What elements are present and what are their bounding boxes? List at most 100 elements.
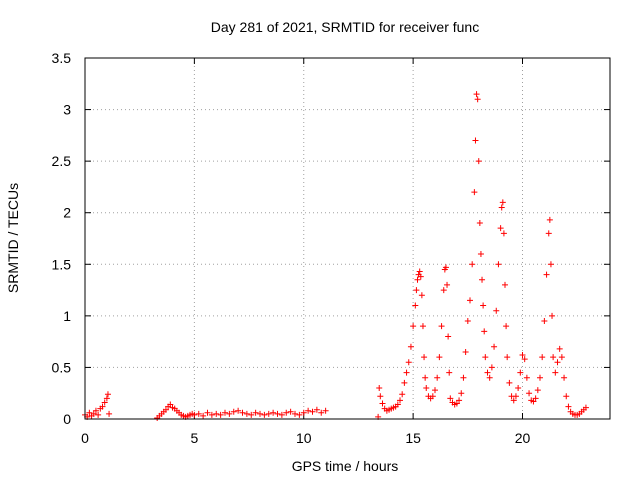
data-point bbox=[92, 407, 99, 414]
data-point bbox=[491, 343, 498, 350]
data-point bbox=[534, 387, 541, 394]
data-point bbox=[436, 354, 443, 361]
data-point bbox=[191, 411, 198, 418]
data-point bbox=[261, 411, 268, 418]
data-points bbox=[82, 91, 589, 421]
data-point bbox=[412, 302, 419, 309]
data-point bbox=[103, 395, 110, 402]
data-point bbox=[469, 261, 476, 268]
data-point bbox=[204, 409, 211, 416]
data-point bbox=[270, 409, 277, 416]
data-point bbox=[526, 390, 533, 397]
data-point bbox=[563, 393, 570, 400]
data-point bbox=[462, 348, 469, 355]
data-point bbox=[257, 410, 263, 417]
data-point bbox=[318, 409, 325, 416]
data-point bbox=[488, 364, 495, 371]
data-point bbox=[532, 395, 539, 402]
y-tick-label: 1 bbox=[63, 308, 71, 324]
data-point bbox=[546, 216, 553, 223]
data-point bbox=[471, 189, 478, 196]
data-point bbox=[167, 401, 174, 408]
data-point bbox=[300, 409, 307, 416]
data-point bbox=[278, 411, 285, 418]
data-point bbox=[438, 323, 445, 330]
y-tick-label: 2.5 bbox=[52, 153, 72, 169]
data-point bbox=[497, 225, 504, 232]
data-point bbox=[480, 302, 487, 309]
data-point bbox=[445, 333, 452, 340]
data-point bbox=[472, 137, 479, 144]
data-point bbox=[407, 343, 414, 350]
data-point bbox=[379, 400, 386, 407]
data-point bbox=[442, 264, 449, 271]
x-tick-label: 0 bbox=[81, 430, 89, 446]
data-point bbox=[222, 409, 228, 416]
x-tick-label: 5 bbox=[190, 430, 198, 446]
data-point bbox=[554, 359, 561, 366]
y-tick-label: 2 bbox=[63, 205, 71, 221]
data-point bbox=[252, 409, 259, 416]
data-point bbox=[474, 96, 481, 103]
data-point bbox=[447, 395, 454, 402]
x-tick-label: 15 bbox=[405, 430, 421, 446]
data-point bbox=[446, 369, 453, 376]
data-point bbox=[543, 271, 550, 278]
data-point bbox=[410, 323, 417, 330]
data-point bbox=[287, 408, 294, 415]
data-point bbox=[506, 379, 513, 386]
data-point bbox=[248, 411, 255, 418]
data-point bbox=[413, 287, 420, 294]
data-point bbox=[477, 250, 484, 257]
data-point bbox=[481, 328, 488, 335]
data-point bbox=[453, 400, 460, 407]
data-point bbox=[510, 397, 517, 404]
data-point bbox=[309, 408, 316, 415]
y-tick-label: 0.5 bbox=[52, 359, 72, 375]
data-point bbox=[104, 391, 111, 398]
data-point bbox=[460, 374, 467, 381]
data-point bbox=[99, 403, 106, 410]
data-point bbox=[473, 91, 480, 98]
data-point bbox=[502, 281, 508, 288]
data-point bbox=[429, 393, 436, 400]
data-point bbox=[476, 220, 483, 227]
data-point bbox=[292, 410, 298, 417]
data-point bbox=[213, 410, 220, 417]
data-point bbox=[423, 385, 430, 392]
data-point bbox=[498, 204, 505, 211]
data-point bbox=[239, 409, 246, 416]
y-tick-label: 0 bbox=[63, 411, 71, 427]
data-point bbox=[86, 409, 93, 416]
data-point bbox=[243, 410, 250, 417]
data-point bbox=[499, 199, 506, 206]
data-point bbox=[417, 273, 424, 280]
data-point bbox=[403, 369, 410, 376]
data-point bbox=[421, 354, 428, 361]
data-point bbox=[440, 287, 447, 294]
y-tick-label: 3.5 bbox=[52, 50, 72, 66]
data-point bbox=[504, 354, 511, 361]
x-tick-label: 20 bbox=[515, 430, 531, 446]
data-point bbox=[419, 323, 426, 330]
plot-frame bbox=[84, 57, 611, 420]
data-point bbox=[486, 374, 493, 381]
data-point bbox=[550, 354, 557, 361]
chart-title: Day 281 of 2021, SRMTID for receiver fun… bbox=[211, 19, 479, 35]
data-point bbox=[208, 411, 215, 418]
data-point bbox=[458, 390, 465, 397]
data-point bbox=[162, 406, 169, 413]
y-tick-label: 1.5 bbox=[52, 256, 72, 272]
data-point bbox=[512, 393, 519, 400]
gridlines bbox=[85, 58, 610, 419]
data-point bbox=[313, 406, 320, 413]
data-point bbox=[401, 379, 408, 386]
data-point bbox=[101, 399, 108, 406]
data-point bbox=[377, 393, 384, 400]
data-point bbox=[394, 401, 401, 408]
data-point bbox=[558, 354, 565, 361]
data-point bbox=[530, 398, 537, 405]
data-point bbox=[235, 407, 242, 414]
data-point bbox=[95, 411, 102, 418]
data-point bbox=[582, 404, 589, 411]
